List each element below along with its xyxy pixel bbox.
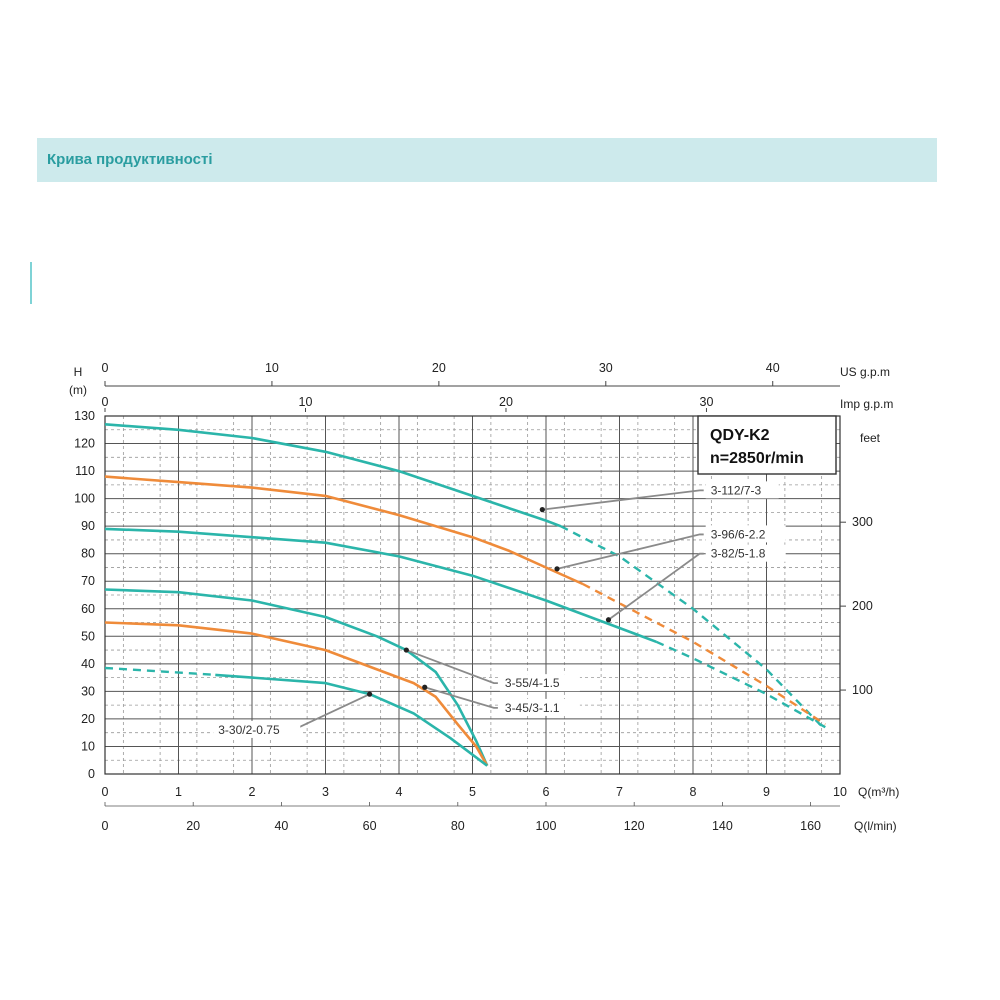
leader-line-5: [292, 693, 370, 731]
y-tick-label: 110: [75, 464, 95, 478]
label-bg-5: [213, 720, 301, 738]
x-tick-label: 5: [469, 785, 476, 799]
leader-line-0: [542, 489, 704, 511]
impgpm-tick-label: 20: [499, 395, 513, 409]
curve-label-0: 3-112/7-3: [711, 483, 762, 497]
curve-label-1: 3-96/6-2.2: [711, 527, 766, 541]
curve-dashed-0: [560, 525, 827, 731]
lmin-tick-label: 140: [712, 819, 733, 833]
curve-marker-5: [367, 691, 373, 697]
impgpm-tick-label: 0: [102, 395, 109, 409]
side-accent: [30, 262, 32, 304]
leader-line-4: [424, 686, 498, 709]
leader-line-2: [607, 552, 704, 621]
feet-axis-label: feet: [860, 431, 881, 445]
lmin-tick-label: 120: [624, 819, 645, 833]
curve-label-2: 3-82/5-1.8: [711, 547, 766, 561]
x-tick-label: 3: [322, 785, 329, 799]
lmin-tick-label: 160: [800, 819, 821, 833]
model-speed: n=2850r/min: [710, 450, 804, 467]
y-tick-label: 120: [74, 437, 95, 451]
usgpm-tick-label: 20: [432, 361, 446, 375]
header-band: Крива продуктивності: [37, 138, 937, 182]
curve-marker-3: [403, 647, 409, 653]
usgpm-tick-label: 0: [102, 361, 109, 375]
y-tick-label: 40: [81, 657, 95, 671]
curve-marker-0: [539, 507, 545, 513]
curve-dashed-2: [655, 640, 826, 729]
curve-4: [104, 621, 489, 767]
label-bg-0: [705, 481, 779, 499]
x-axis-label: Q(m³/h): [858, 785, 899, 799]
curve-5: [215, 673, 488, 767]
x-tick-label: 8: [690, 785, 697, 799]
curve-marker-4: [422, 684, 428, 690]
usgpm-tick-label: 40: [766, 361, 780, 375]
x-tick-label: 4: [396, 785, 403, 799]
curve-1: [104, 475, 584, 586]
curve-marker-2: [605, 617, 612, 623]
impgpm-axis-label: Imp g.p.m: [840, 397, 893, 411]
x-tick-label: 0: [102, 785, 109, 799]
y-tick-label: 80: [81, 547, 95, 561]
lmin-tick-label: 60: [363, 819, 377, 833]
x-tick-label: 1: [175, 785, 182, 799]
lmin-tick-label: 20: [186, 819, 200, 833]
x-tick-label: 10: [833, 785, 847, 799]
usgpm-tick-label: 10: [265, 361, 279, 375]
y-tick-label: 10: [81, 739, 95, 753]
lmin-axis-label: Q(l/min): [854, 819, 897, 833]
leader-line-3: [406, 649, 498, 685]
lmin-tick-label: 40: [274, 819, 288, 833]
y-tick-label: 30: [81, 684, 95, 698]
label-bg-4: [499, 698, 580, 716]
model-box: [697, 415, 837, 475]
x-tick-label: 2: [249, 785, 256, 799]
impgpm-tick-label: 10: [299, 395, 313, 409]
curve-label-4: 3-45/3-1.1: [505, 701, 560, 715]
curve-2: [104, 527, 657, 644]
y-tick-label: 130: [74, 409, 95, 423]
model-name: QDY-K2: [710, 427, 770, 444]
y-tick-label: 0: [88, 767, 95, 781]
feet-tick-label: 300: [852, 515, 873, 529]
curve-label-5: 3-30/2-0.75: [218, 723, 280, 737]
y-tick-label: 60: [81, 602, 95, 616]
label-bg-1: [705, 525, 786, 543]
curve-0: [104, 423, 562, 528]
usgpm-tick-label: 30: [599, 361, 613, 375]
page-title: Крива продуктивності: [47, 151, 213, 168]
impgpm-tick-label: 30: [700, 395, 714, 409]
label-bg-2: [705, 544, 786, 562]
x-tick-label: 9: [763, 785, 770, 799]
y-tick-label: 90: [81, 519, 95, 533]
feet-tick-label: 200: [852, 599, 873, 613]
y-axis-unit: (m): [69, 383, 87, 397]
y-tick-label: 70: [81, 574, 95, 588]
x-tick-label: 6: [543, 785, 550, 799]
plot-frame: [104, 415, 841, 775]
y-axis-label: H: [74, 365, 83, 379]
y-tick-label: 100: [74, 492, 95, 506]
x-tick-label: 7: [616, 785, 623, 799]
label-bg-3: [499, 674, 580, 692]
leader-line-1: [556, 533, 704, 570]
y-tick-label: 50: [81, 629, 95, 643]
lmin-tick-label: 80: [451, 819, 465, 833]
usgpm-axis-label: US g.p.m: [840, 365, 890, 379]
curve-label-3: 3-55/4-1.5: [505, 676, 560, 690]
feet-tick-label: 100: [852, 683, 873, 697]
curve-3: [104, 588, 489, 767]
y-tick-label: 20: [81, 712, 95, 726]
lmin-tick-label: 100: [536, 819, 557, 833]
lmin-tick-label: 0: [102, 819, 109, 833]
curve-marker-1: [554, 566, 560, 572]
curve-dashed-5: [104, 666, 216, 677]
